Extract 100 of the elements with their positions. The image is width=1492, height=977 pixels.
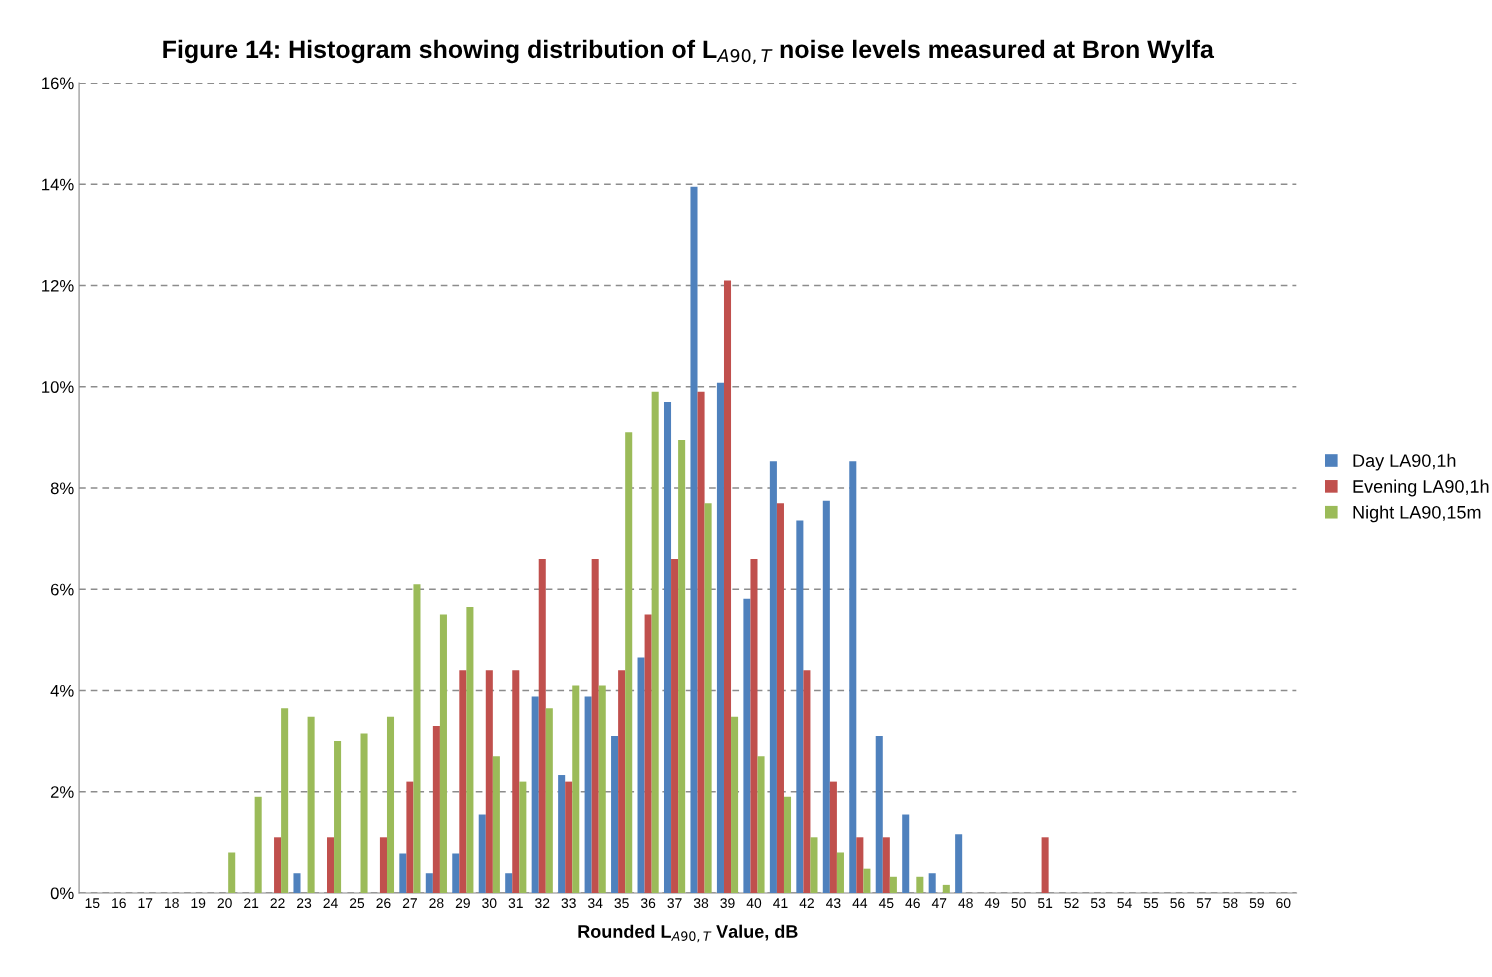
bar xyxy=(406,781,414,893)
bar xyxy=(1041,837,1049,893)
x-tick-label: 53 xyxy=(1090,898,1106,909)
y-tick-label: 2% xyxy=(50,786,74,798)
y-tick-label: 14% xyxy=(42,178,74,191)
bar xyxy=(810,837,818,893)
x-tick-label: 36 xyxy=(640,898,656,909)
bar xyxy=(386,716,395,893)
y-tick-label: 4% xyxy=(50,684,74,697)
x-tick-label: 54 xyxy=(1117,898,1132,909)
bar xyxy=(466,606,474,893)
bar xyxy=(731,716,739,893)
bar xyxy=(822,500,830,893)
bar xyxy=(955,834,963,893)
x-tick-label: 52 xyxy=(1064,898,1079,909)
x-tick-label: 32 xyxy=(535,898,550,909)
x-tick-label: 59 xyxy=(1249,898,1264,909)
bar xyxy=(856,837,864,893)
bar xyxy=(399,853,407,893)
x-tick-label: 37 xyxy=(667,898,682,909)
bar xyxy=(723,280,732,893)
bar xyxy=(671,558,679,893)
bar xyxy=(452,853,460,893)
bar xyxy=(637,657,645,893)
bar xyxy=(750,558,758,893)
bar xyxy=(512,670,520,893)
bar xyxy=(432,725,440,893)
bar xyxy=(572,685,580,893)
x-tick-label: 44 xyxy=(852,898,868,908)
y-tick-label: 10% xyxy=(42,381,74,393)
x-tick-label: 24 xyxy=(323,898,338,908)
bar xyxy=(889,876,897,893)
x-tick-label: 18 xyxy=(165,898,179,909)
x-tick-label: 57 xyxy=(1196,898,1211,909)
bar xyxy=(757,756,765,893)
bar xyxy=(485,670,493,893)
x-tick-label: 38 xyxy=(693,898,709,909)
bar xyxy=(519,781,527,893)
bar xyxy=(829,781,837,893)
x-tick-label: 23 xyxy=(297,898,312,909)
x-tick-label: 30 xyxy=(482,898,497,909)
x-tick-label: 15 xyxy=(85,898,100,909)
bar xyxy=(863,868,871,893)
bar xyxy=(598,685,606,893)
legend-label: Evening LA90,1h xyxy=(1353,479,1489,497)
bar xyxy=(413,584,421,893)
y-tick-label: 16% xyxy=(42,77,74,90)
bar xyxy=(651,391,659,893)
bar xyxy=(425,873,433,893)
y-tick-label: 6% xyxy=(50,583,74,596)
legend-label: Day LA90,1h xyxy=(1353,453,1456,471)
bar xyxy=(531,696,539,893)
x-tick-label: 25 xyxy=(349,898,365,909)
bar xyxy=(611,736,619,893)
bar xyxy=(538,558,546,893)
bar xyxy=(928,873,936,893)
bar xyxy=(769,461,777,893)
bar xyxy=(591,558,599,893)
bar xyxy=(902,814,910,893)
x-tick-label: 16 xyxy=(112,898,126,909)
x-tick-label: 51 xyxy=(1037,898,1053,909)
bar xyxy=(644,614,652,893)
x-tick-label: 60 xyxy=(1276,898,1291,909)
x-tick-label: 48 xyxy=(958,898,973,909)
bar xyxy=(704,503,712,893)
bar xyxy=(697,391,705,893)
bar xyxy=(663,401,672,893)
bar xyxy=(882,837,890,893)
x-tick-label: 46 xyxy=(905,898,920,909)
x-tick-label: 45 xyxy=(878,898,894,909)
x-tick-label: 58 xyxy=(1223,898,1238,909)
bar xyxy=(875,736,883,893)
bar xyxy=(796,520,804,893)
bar xyxy=(293,873,301,893)
bar xyxy=(625,432,633,893)
chart-title: Figure 14: Histogram showing distribution of L$_{A90,T}$ noise levels measured at Bron Wylfa xyxy=(163,39,1215,65)
bar xyxy=(478,814,486,893)
bar xyxy=(584,696,592,893)
x-tick-label: 49 xyxy=(984,898,1000,909)
x-tick-label: 26 xyxy=(376,898,391,909)
bar xyxy=(281,708,289,893)
bar xyxy=(565,781,573,893)
x-tick-label: 39 xyxy=(720,898,735,909)
x-tick-label: 42 xyxy=(799,898,814,908)
x-axis-title: Rounded L$_{A90,T}$ Value, dB xyxy=(578,924,798,943)
x-tick-label: 21 xyxy=(244,898,259,908)
legend-label: Night LA90,15m xyxy=(1353,505,1481,523)
bar xyxy=(776,503,784,893)
x-tick-label: 43 xyxy=(825,898,841,909)
bar xyxy=(558,775,566,893)
bar xyxy=(492,756,500,893)
bar xyxy=(459,670,467,893)
bar xyxy=(836,852,844,893)
bar xyxy=(439,614,447,893)
x-tick-label: 27 xyxy=(402,898,417,908)
bar xyxy=(743,598,751,893)
bar xyxy=(307,716,315,893)
bar xyxy=(545,708,553,893)
y-tick-label: 12% xyxy=(42,279,74,292)
bar xyxy=(678,439,686,893)
